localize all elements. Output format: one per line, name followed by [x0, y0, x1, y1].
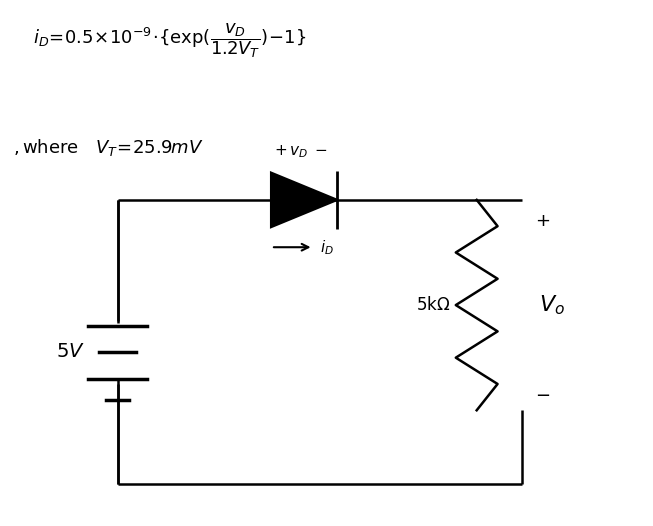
Text: $i_D$: $i_D$ — [320, 238, 334, 257]
Text: $\mathrm{,where}\quad V_T\!=\!25.9mV$: $\mathrm{,where}\quad V_T\!=\!25.9mV$ — [13, 137, 204, 158]
Text: $-$: $-$ — [535, 386, 550, 403]
Text: $5V$: $5V$ — [56, 343, 85, 361]
Text: $V_o$: $V_o$ — [539, 294, 565, 317]
Text: $i_D\!=\!0.5\!\times\!10^{-9}\!\cdot\!\{\exp(\dfrac{v_D}{1.2V_T})\!-\!1\}$: $i_D\!=\!0.5\!\times\!10^{-9}\!\cdot\!\{… — [33, 21, 306, 59]
Text: $5\mathrm{k\Omega}$: $5\mathrm{k\Omega}$ — [416, 296, 451, 314]
Text: $+\,v_D\;-$: $+\,v_D\;-$ — [274, 144, 327, 160]
Polygon shape — [271, 173, 338, 227]
Text: $+$: $+$ — [535, 212, 550, 230]
